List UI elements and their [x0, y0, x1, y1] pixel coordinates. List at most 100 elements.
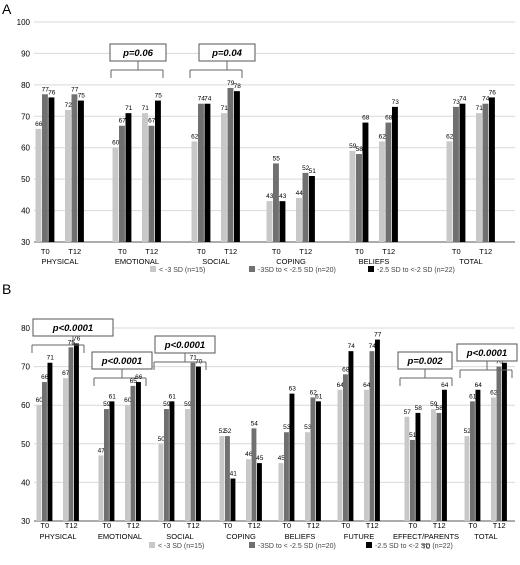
bar — [35, 128, 42, 242]
bar — [316, 401, 321, 521]
bar — [234, 91, 240, 243]
bar — [112, 147, 119, 242]
bar — [410, 439, 415, 521]
legend-swatch — [249, 266, 255, 272]
bar — [379, 141, 385, 242]
data-label: 72 — [65, 102, 73, 109]
data-label: 47 — [98, 447, 106, 454]
group-label: EMOTIONAL — [98, 532, 142, 541]
category-label: T0 — [118, 247, 127, 256]
bar — [343, 374, 348, 521]
data-label: 52 — [302, 165, 310, 172]
panel-label: A — [2, 1, 12, 17]
bar — [246, 459, 251, 521]
data-label: 64 — [337, 382, 345, 389]
data-label: 43 — [279, 193, 287, 200]
p-value-label: p<0.0001 — [52, 323, 93, 334]
data-label: 74 — [204, 96, 212, 103]
data-label: 68 — [342, 366, 350, 373]
bar — [273, 163, 279, 242]
extra-label: T0 — [422, 544, 430, 551]
data-label: 62 — [490, 389, 498, 396]
y-tick-label: 80 — [21, 81, 30, 90]
p-value-label: p=0.002 — [406, 356, 443, 367]
legend-label: -3SD to < -2.5 SD (n=20) — [258, 267, 336, 274]
panel-label: B — [2, 281, 11, 297]
data-label: 57 — [404, 409, 412, 416]
bar — [284, 432, 289, 521]
data-label: 74 — [348, 343, 356, 350]
bar — [65, 110, 71, 242]
bar — [266, 201, 273, 242]
y-tick-label: 70 — [21, 363, 30, 372]
data-label: 52 — [219, 428, 227, 435]
category-label: T12 — [382, 247, 395, 256]
data-label: 78 — [234, 83, 242, 90]
bar — [36, 405, 42, 521]
bar — [302, 172, 309, 242]
bar — [489, 97, 495, 242]
p-value-label: p<0.0001 — [101, 356, 142, 367]
data-label: 77 — [374, 332, 382, 339]
p-value-label: p<0.0001 — [466, 348, 507, 359]
group-label: SOCIAL — [166, 532, 194, 541]
bar — [190, 362, 196, 521]
data-label: 75 — [68, 339, 76, 346]
group-label: SOCIAL — [202, 257, 230, 266]
category-label: T12 — [65, 521, 78, 530]
bar — [415, 412, 421, 521]
data-label: 66 — [35, 121, 43, 128]
data-label: 75 — [155, 93, 163, 100]
data-label: 65 — [130, 378, 138, 385]
y-tick-label: 80 — [21, 324, 30, 333]
data-label: 44 — [296, 190, 304, 197]
data-label: 61 — [315, 393, 323, 400]
y-tick-label: 60 — [21, 401, 30, 410]
category-label: T0 — [162, 521, 171, 530]
bar — [63, 378, 68, 521]
data-label: 66 — [41, 374, 49, 381]
data-label: 60 — [124, 397, 132, 404]
data-label: 71 — [190, 355, 198, 362]
bar — [225, 436, 230, 521]
data-label: 77 — [71, 86, 79, 93]
y-tick-label: 40 — [21, 207, 30, 216]
data-label: 59 — [163, 401, 171, 408]
y-tick-label: 30 — [21, 238, 30, 247]
category-label: T0 — [355, 247, 364, 256]
data-label: 74 — [459, 96, 467, 103]
y-tick-label: 50 — [21, 175, 30, 184]
legend-swatch — [150, 266, 156, 272]
data-label: 74 — [369, 343, 377, 350]
bar — [142, 113, 148, 243]
bar — [68, 347, 74, 521]
data-label: 59 — [430, 401, 438, 408]
data-label: 62 — [379, 133, 387, 140]
legend-swatch — [149, 542, 155, 548]
category-label: T0 — [272, 247, 281, 256]
bar — [476, 113, 482, 243]
y-tick-label: 70 — [21, 112, 30, 121]
bar — [155, 100, 161, 242]
category-label: T12 — [145, 247, 158, 256]
data-label: 67 — [119, 118, 127, 125]
data-label: 61 — [169, 393, 177, 400]
bar — [125, 113, 132, 243]
bar — [436, 412, 442, 521]
bar — [349, 150, 356, 242]
bar — [502, 362, 507, 521]
bar — [204, 103, 211, 242]
legend-label: -2.5 SD to <-2 SD (n=22) — [375, 543, 453, 550]
group-label: COPING — [276, 257, 306, 266]
bar — [356, 154, 362, 242]
category-label: T12 — [127, 521, 140, 530]
bar — [337, 389, 343, 521]
group-label: BELIEFS — [359, 257, 390, 266]
category-label: T0 — [197, 247, 206, 256]
group-label: EFFECT/PARENTS — [393, 532, 459, 541]
data-label: 41 — [230, 471, 238, 478]
data-label: 45 — [256, 455, 264, 462]
data-label: 59 — [184, 401, 192, 408]
group-label: TOTAL — [474, 532, 497, 541]
data-label: 71 — [476, 105, 484, 112]
